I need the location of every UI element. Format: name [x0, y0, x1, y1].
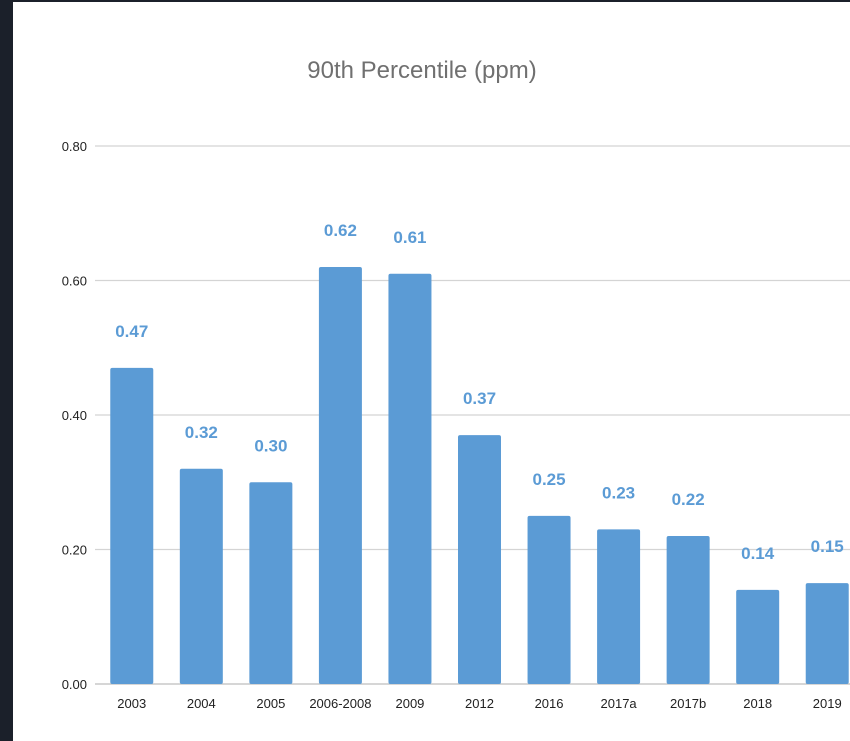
- y-tick-label: 0.40: [62, 408, 87, 423]
- data-label: 0.47: [115, 322, 148, 341]
- x-tick-label: 2018: [743, 696, 772, 711]
- x-tick-label: 2003: [117, 696, 146, 711]
- data-label: 0.37: [463, 389, 496, 408]
- data-label: 0.14: [741, 544, 775, 563]
- bar: [666, 536, 710, 684]
- bar: [805, 583, 849, 684]
- x-tick-label: 2012: [465, 696, 494, 711]
- x-tick-label: 2005: [256, 696, 285, 711]
- data-label: 0.22: [672, 490, 705, 509]
- y-tick-label: 0.60: [62, 274, 87, 289]
- bar: [736, 589, 780, 684]
- chart-panel: 90th Percentile (ppm) 0.00 0.20 0.40 0.60 0.…: [13, 2, 850, 741]
- data-label: 0.61: [393, 228, 426, 247]
- bars: [110, 267, 849, 684]
- x-tick-label: 2016: [535, 696, 564, 711]
- bar: [597, 529, 641, 684]
- x-tick-label: 2017b: [670, 696, 706, 711]
- chart-title: 90th Percentile (ppm): [307, 57, 536, 84]
- data-label: 0.15: [811, 537, 844, 556]
- x-axis-ticks: 2003 2004 2005 2006-2008 2009 2012 2016 2017a 20…: [117, 696, 841, 711]
- x-tick-label: 2019: [813, 696, 842, 711]
- data-label: 0.30: [254, 436, 287, 455]
- bar: [388, 273, 432, 684]
- y-tick-label: 0.20: [62, 543, 87, 558]
- data-label: 0.32: [185, 423, 218, 442]
- y-tick-label: 0.80: [62, 139, 87, 154]
- x-tick-label: 2009: [395, 696, 424, 711]
- bar: [318, 267, 362, 684]
- x-tick-label: 2004: [187, 696, 216, 711]
- x-tick-label: 2006-2008: [309, 696, 371, 711]
- data-label: 0.62: [324, 221, 357, 240]
- y-tick-label: 0.00: [62, 677, 87, 692]
- y-axis-ticks: 0.00 0.20 0.40 0.60 0.80: [62, 139, 87, 692]
- data-label: 0.25: [532, 470, 565, 489]
- bar-chart: 90th Percentile (ppm) 0.000.200.400.600.…: [62, 57, 850, 711]
- bar: [179, 468, 223, 684]
- bar: [527, 515, 571, 684]
- bar: [458, 435, 501, 684]
- bar: [249, 482, 293, 684]
- data-label: 0.23: [602, 483, 635, 502]
- data-labels: 0.47 0.32 0.30 0.62 0.61 0.37 0.25 0.23 0.22 0.14…: [115, 221, 844, 563]
- bar: [110, 367, 154, 684]
- x-tick-label: 2017a: [601, 696, 638, 711]
